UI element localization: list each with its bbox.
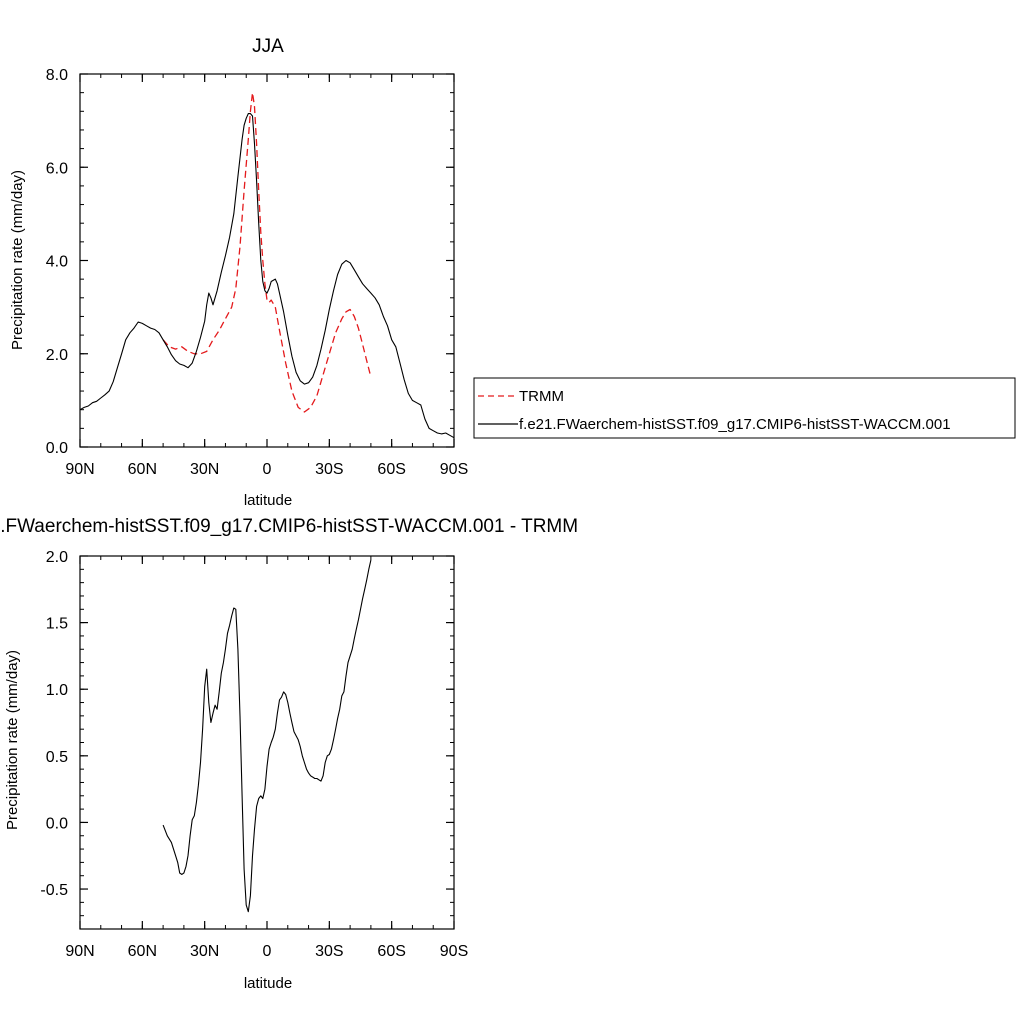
y-tick-label: 0.0 [46,815,68,832]
x-tick-label: 30N [190,461,219,478]
x-tick-label: 90N [65,461,94,478]
y-tick-label: -0.5 [40,882,68,899]
y-tick-label: 2.0 [46,549,68,566]
y-tick-label: 8.0 [46,67,68,84]
axis-ticks: 90N 60N 30N 0 30S 60S 90S 0.0 2.0 4.0 6.0 8.0 [46,67,468,478]
y-tick-label: 0.5 [46,749,68,766]
x-tick-label: 60N [128,943,157,960]
chart-title: JJA [252,36,284,57]
plot-lines [162,559,372,913]
x-tick-label: 0 [263,943,272,960]
x-tick-label: 60S [377,461,405,478]
x-tick-label: 30N [190,943,219,960]
plot-lines [79,92,455,439]
legend-label-model: f.e21.FWaerchem-histSST.f09_g17.CMIP6-hi… [519,416,951,433]
x-tick-label: 60S [377,943,405,960]
y-tick-label: 1.0 [46,682,68,699]
plot-frame [79,73,455,448]
y-tick-label: 1.5 [46,616,68,633]
y-axis-label: Precipitation rate (mm/day) [4,650,21,830]
y-tick-label: 6.0 [46,160,68,177]
panel-jja: JJA 90N 60N 30N 0 30S 60S 90S 0.0 2.0 4.0 6.0 8.0 l… [9,36,468,509]
series-line-trmm [162,92,372,413]
panel-difference: f.e21.FWaerchem-histSST.f09_g17.CMIP6-hi… [0,516,578,992]
x-tick-label: 0 [263,461,272,478]
y-tick-label: 2.0 [46,347,68,364]
y-tick-label: 0.0 [46,440,68,457]
x-tick-label: 90N [65,943,94,960]
legend-box [473,377,1016,439]
legend: TRMM f.e21.FWaerchem-histSST.f09_g17.CMI… [473,377,1016,439]
x-tick-label: 30S [315,943,343,960]
x-tick-label: 60N [128,461,157,478]
plot-frame [79,555,455,930]
series-line-difference-0 [162,559,372,913]
y-axis-label: Precipitation rate (mm/day) [9,170,26,350]
axis-ticks: 90N 60N 30N 0 30S 60S 90S -0.5 0.0 0.5 1.0 1.5 2.0 [40,549,468,960]
x-tick-label: 30S [315,461,343,478]
x-axis-label: latitude [244,975,292,992]
y-tick-label: 4.0 [46,254,68,271]
series-line-f-e21-fwaerchem-histsst-f09-g17-cmip6-histsst-waccm-001 [79,113,455,439]
x-tick-label: 90S [440,461,468,478]
chart-title: f.e21.FWaerchem-histSST.f09_g17.CMIP6-hi… [0,516,578,537]
legend-label-trmm: TRMM [519,388,564,405]
x-tick-label: 90S [440,943,468,960]
x-axis-label: latitude [244,492,292,509]
